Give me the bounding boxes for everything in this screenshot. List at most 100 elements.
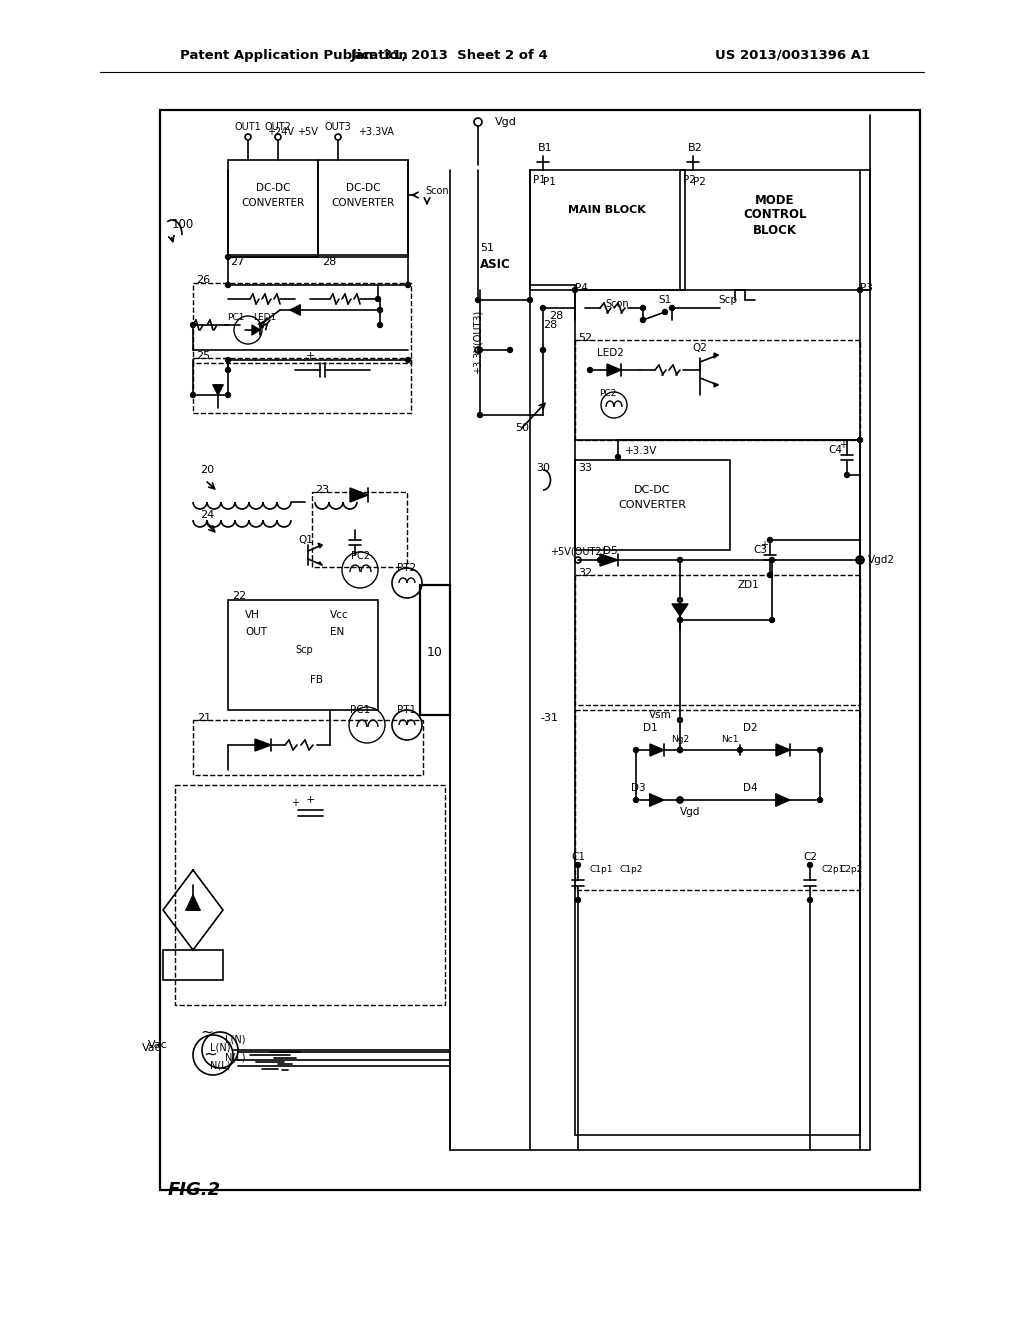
Text: ~: ~ (201, 1024, 213, 1040)
Text: +: + (760, 540, 768, 550)
Circle shape (406, 358, 411, 363)
Circle shape (845, 473, 850, 478)
Circle shape (768, 537, 772, 543)
Text: +3.3VA: +3.3VA (358, 127, 394, 137)
Polygon shape (213, 385, 223, 395)
Polygon shape (255, 739, 271, 751)
Bar (318, 160, 408, 255)
Text: N(L): N(L) (225, 1053, 246, 1063)
Text: 51: 51 (480, 243, 494, 253)
Polygon shape (607, 364, 621, 376)
Text: P2: P2 (683, 176, 696, 185)
Bar (160, 110, 920, 1191)
Circle shape (634, 797, 639, 803)
Text: 25: 25 (196, 351, 210, 360)
Circle shape (588, 367, 593, 372)
Circle shape (857, 288, 862, 293)
Text: C4: C4 (828, 445, 842, 455)
Text: +5V(OUT2): +5V(OUT2) (550, 546, 605, 556)
Text: MODE: MODE (756, 194, 795, 206)
Circle shape (678, 718, 683, 722)
Text: OUT: OUT (245, 627, 267, 638)
Text: P1: P1 (543, 177, 556, 187)
Bar (163, 950, 223, 979)
Text: 20: 20 (200, 465, 214, 475)
Text: 100: 100 (172, 219, 195, 231)
Polygon shape (650, 744, 664, 756)
Circle shape (640, 318, 645, 322)
Text: 52: 52 (578, 333, 592, 343)
Text: Vsm: Vsm (648, 710, 672, 719)
Text: Vgd: Vgd (680, 807, 700, 817)
Circle shape (615, 454, 621, 459)
Circle shape (225, 255, 230, 260)
Bar (193, 358, 411, 413)
Text: P2: P2 (693, 177, 706, 187)
Circle shape (477, 347, 482, 352)
Text: 27: 27 (230, 257, 245, 267)
Text: US 2013/0031396 A1: US 2013/0031396 A1 (715, 49, 870, 62)
Text: C2: C2 (803, 851, 817, 862)
Circle shape (378, 308, 383, 313)
Circle shape (225, 392, 230, 397)
Text: BLOCK: BLOCK (753, 223, 797, 236)
Text: EN: EN (330, 627, 344, 638)
Text: CONVERTER: CONVERTER (618, 500, 686, 510)
Text: Patent Application Publication: Patent Application Publication (180, 49, 408, 62)
Text: Vac: Vac (148, 1040, 168, 1049)
Text: P4: P4 (575, 282, 588, 293)
Text: D2: D2 (742, 723, 758, 733)
Text: MAIN BLOCK: MAIN BLOCK (568, 205, 646, 215)
Text: OUT1: OUT1 (234, 121, 261, 132)
Circle shape (527, 297, 532, 302)
Text: B2: B2 (688, 143, 702, 153)
Text: ~: ~ (203, 1045, 217, 1064)
Circle shape (541, 305, 546, 310)
Text: Vac: Vac (142, 1043, 162, 1053)
Circle shape (678, 557, 683, 562)
Text: Nc1: Nc1 (721, 735, 738, 744)
Bar (575, 459, 730, 550)
Text: N(L): N(L) (210, 1060, 230, 1071)
Text: FB: FB (310, 675, 323, 685)
Text: 50: 50 (515, 422, 529, 433)
Text: 24: 24 (200, 510, 214, 520)
Circle shape (640, 305, 645, 310)
Text: 23: 23 (315, 484, 329, 495)
Circle shape (190, 392, 196, 397)
Circle shape (768, 573, 772, 578)
Text: -31: -31 (540, 713, 558, 723)
Text: P1: P1 (534, 176, 546, 185)
Text: 10: 10 (427, 647, 443, 660)
Circle shape (857, 437, 862, 442)
Circle shape (475, 297, 480, 302)
Text: ZD1: ZD1 (737, 579, 759, 590)
Text: 30: 30 (536, 463, 550, 473)
Text: L(N): L(N) (225, 1035, 246, 1045)
Text: PT1: PT1 (397, 705, 417, 715)
Circle shape (670, 305, 675, 310)
Circle shape (678, 797, 683, 803)
Circle shape (678, 618, 683, 623)
Polygon shape (350, 488, 368, 502)
Bar (575, 341, 860, 440)
Circle shape (817, 797, 822, 803)
Bar (193, 282, 411, 363)
Polygon shape (714, 352, 718, 358)
Text: D5: D5 (603, 546, 617, 556)
Text: PC2: PC2 (350, 550, 370, 561)
Circle shape (817, 747, 822, 752)
Circle shape (808, 862, 812, 867)
Text: P3: P3 (860, 282, 872, 293)
Text: B1: B1 (538, 143, 552, 153)
Text: VH: VH (245, 610, 260, 620)
Text: Vcc: Vcc (330, 610, 348, 620)
Circle shape (769, 557, 774, 562)
Text: D1: D1 (643, 723, 657, 733)
Circle shape (508, 347, 512, 352)
Bar (575, 440, 860, 1135)
Text: +: + (305, 795, 314, 805)
Text: 26: 26 (196, 275, 210, 285)
Text: +: + (305, 351, 314, 360)
Circle shape (597, 557, 602, 562)
